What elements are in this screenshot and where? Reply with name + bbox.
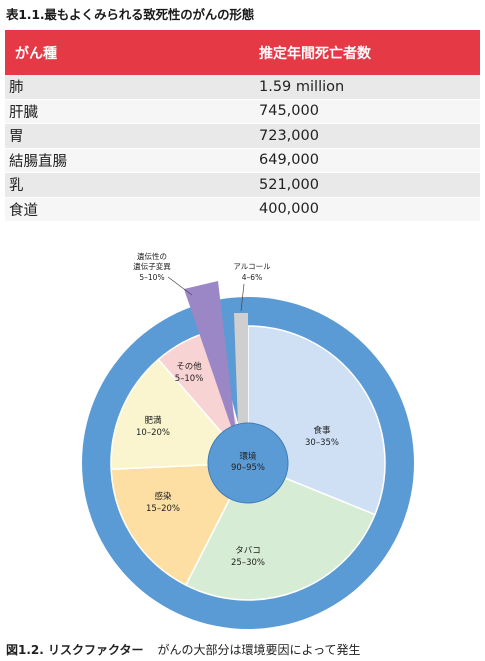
table-header-row: がん種 推定年間死亡者数 xyxy=(5,30,480,75)
cell-cancer-type: 胃 xyxy=(5,123,259,149)
table-row: 食道 400,000 xyxy=(5,197,480,222)
cell-cancer-type: 乳 xyxy=(5,172,259,198)
cell-deaths: 649,000 xyxy=(259,148,480,173)
center-circle xyxy=(207,422,289,504)
cell-deaths: 1.59 million xyxy=(259,75,480,100)
table-row: 胃 723,000 xyxy=(5,123,480,149)
table-row: 肝臓 745,000 xyxy=(5,99,480,124)
alcohol-strip xyxy=(234,313,248,425)
table-row: 乳 521,000 xyxy=(5,172,480,198)
segment-label-diet: 食事 xyxy=(313,425,331,436)
table-title: 表1.1.最もよくみられる致死性のがんの形態 xyxy=(6,7,254,22)
header-annual-deaths: 推定年間死亡者数 xyxy=(259,30,480,75)
table-row: 結腸直腸 649,000 xyxy=(5,148,480,173)
cell-deaths: 521,000 xyxy=(259,172,480,198)
segment-range-diet: 30–35% xyxy=(305,438,339,448)
segment-label-other: その他 xyxy=(176,361,202,372)
genetic-mutation-wedge xyxy=(184,281,235,429)
segment-label-tobacco: タバコ xyxy=(235,546,261,556)
alcohol-range: 4–6% xyxy=(242,273,262,282)
cell-deaths: 400,000 xyxy=(259,197,480,222)
genetic-label-line2: 遺伝子変異 xyxy=(133,261,171,271)
alcohol-leader-line xyxy=(240,283,245,312)
segment-range-infection: 15–20% xyxy=(146,504,180,514)
cell-deaths: 723,000 xyxy=(259,123,480,149)
cell-deaths: 745,000 xyxy=(259,99,480,124)
genetic-leader-line xyxy=(167,276,193,296)
cell-cancer-type: 食道 xyxy=(5,197,259,222)
cell-cancer-type: 肝臓 xyxy=(5,99,259,124)
figure-caption: 図1.2. リスクファクター がんの大部分は環境要因によって発生 xyxy=(6,641,361,658)
caption-text: がんの大部分は環境要因によって発生 xyxy=(157,643,361,657)
cell-cancer-type: 肺 xyxy=(5,75,259,100)
header-cancer-type: がん種 xyxy=(5,30,259,75)
alcohol-label: アルコール xyxy=(233,262,271,271)
segment-range-tobacco: 25–30% xyxy=(231,558,265,568)
genetic-range: 5–10% xyxy=(139,273,164,282)
risk-factor-diagram: 環境 90–95% 食事 30–35% タバコ 25–30% 感染 15–20%… xyxy=(82,251,414,629)
segment-range-other: 5–10% xyxy=(175,374,204,384)
genetic-label-line1: 遺伝性の xyxy=(137,251,167,261)
table-row: 肺 1.59 million xyxy=(5,75,480,100)
cell-cancer-type: 結腸直腸 xyxy=(5,148,259,173)
segment-label-obesity: 肥満 xyxy=(144,416,162,426)
segment-range-obesity: 10–20% xyxy=(136,428,170,438)
segment-label-infection: 感染 xyxy=(154,491,172,502)
center-label: 環境 xyxy=(239,451,257,462)
caption-label: 図1.2. リスクファクター xyxy=(6,643,144,657)
segment-infection xyxy=(110,462,250,587)
cancer-mortality-table: がん種 推定年間死亡者数 肺 1.59 million 肝臓 745,000 胃… xyxy=(5,30,480,222)
center-range: 90–95% xyxy=(231,463,265,473)
